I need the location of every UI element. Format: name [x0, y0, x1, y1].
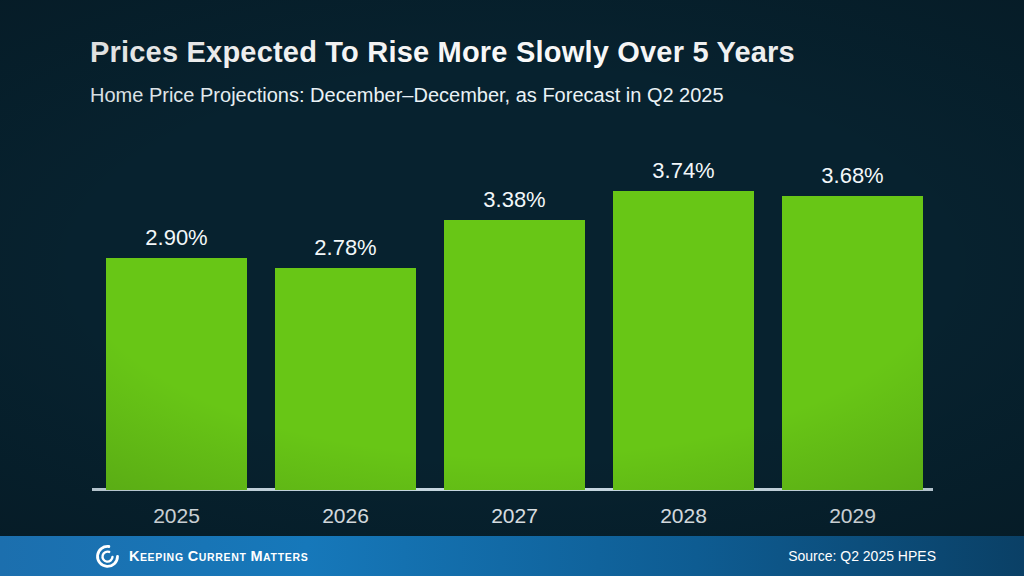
bar-value-label: 3.38% [444, 186, 585, 214]
bar-chart: 2.90% 2025 2.78% 2026 3.38% 2027 3.74% 2028 3.68… [0, 0, 1024, 576]
source-label: Source: Q2 2025 HPES [788, 548, 936, 564]
bar [613, 191, 754, 490]
bar-value-label: 3.68% [782, 162, 923, 190]
x-axis-tick-label: 2029 [782, 503, 923, 529]
brand-logo: KEEPINGCURRENTMATTERS [95, 536, 309, 576]
x-axis-tick-label: 2025 [106, 503, 247, 529]
bar-value-label: 2.90% [106, 224, 247, 252]
x-axis-tick-label: 2028 [613, 503, 754, 529]
bar-value-label: 3.74% [613, 157, 754, 185]
bar [782, 196, 923, 490]
brand-wordmark: KEEPINGCURRENTMATTERS [129, 536, 309, 576]
footer-bar: KEEPINGCURRENTMATTERS Source: Q2 2025 HP… [0, 536, 1024, 576]
bar [275, 268, 416, 490]
x-axis-tick-label: 2027 [444, 503, 585, 529]
bar [106, 258, 247, 490]
infographic-slide: Prices Expected To Rise More Slowly Over… [0, 0, 1024, 576]
bar-value-label: 2.78% [275, 234, 416, 262]
kcm-swirl-icon [95, 544, 120, 569]
x-axis-tick-label: 2026 [275, 503, 416, 529]
bar [444, 220, 585, 490]
